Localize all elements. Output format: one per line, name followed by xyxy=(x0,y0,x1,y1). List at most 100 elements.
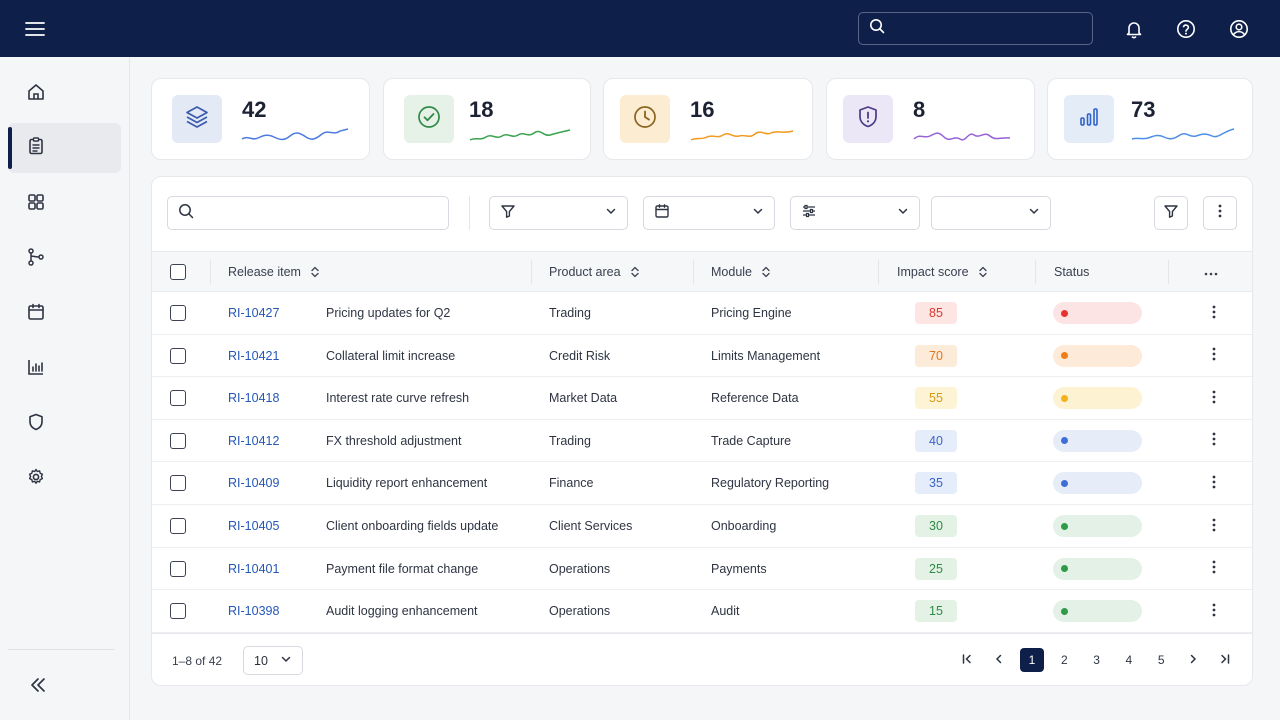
sidebar-item-security[interactable] xyxy=(8,399,121,449)
sidebar-item-releases[interactable] xyxy=(8,123,121,173)
column-options-button[interactable] xyxy=(1204,252,1218,292)
sidebar-item-settings[interactable] xyxy=(8,454,121,504)
release-id-link[interactable]: RI-10398 xyxy=(228,604,280,619)
sidebar-item-dashboard[interactable] xyxy=(8,179,121,229)
table-row[interactable]: RI-10398 Audit logging enhancement Opera… xyxy=(152,590,1252,633)
release-id-link[interactable]: RI-10418 xyxy=(228,391,280,406)
status-pill xyxy=(1053,515,1142,537)
page-button-2[interactable]: 2 xyxy=(1060,653,1068,667)
row-actions-button[interactable] xyxy=(1202,601,1226,623)
row-checkbox[interactable] xyxy=(170,432,186,449)
status-dot xyxy=(1061,437,1068,445)
status-dot xyxy=(1061,394,1068,402)
row-actions-button[interactable] xyxy=(1202,559,1226,581)
table-row[interactable]: RI-10427 Pricing updates for Q2 Trading … xyxy=(152,292,1252,335)
row-select-cell xyxy=(170,420,186,462)
options-dropdown[interactable] xyxy=(790,196,920,230)
row-actions-button[interactable] xyxy=(1202,303,1226,325)
page-size-select[interactable]: 10 xyxy=(243,646,303,675)
page-button-4[interactable]: 4 xyxy=(1125,653,1133,667)
prev-page-button[interactable] xyxy=(987,648,1011,672)
more-vertical-icon xyxy=(1212,347,1216,366)
release-title-cell: Payment file format change xyxy=(326,561,479,576)
sidebar-item-branches[interactable] xyxy=(8,234,121,284)
page-button-5[interactable]: 5 xyxy=(1157,653,1165,667)
row-actions-button[interactable] xyxy=(1202,431,1226,453)
sidebar-item-home[interactable] xyxy=(8,69,121,119)
column-label: Impact score xyxy=(897,265,969,279)
global-search[interactable] xyxy=(858,12,1093,45)
bell-icon[interactable] xyxy=(1121,16,1147,42)
release-id-cell: RI-10418 xyxy=(228,377,279,419)
release-id-link[interactable]: RI-10405 xyxy=(228,519,280,533)
table-header: Release item Product area Module Impact … xyxy=(152,251,1252,292)
row-checkbox[interactable] xyxy=(170,347,186,364)
filter-button[interactable] xyxy=(1154,196,1188,230)
row-actions-button[interactable] xyxy=(1202,388,1226,410)
release-id-link[interactable]: RI-10412 xyxy=(228,433,280,448)
column-header-product-area[interactable]: Product area xyxy=(549,252,640,292)
sort-icon xyxy=(761,266,771,278)
column-header-status[interactable]: Status xyxy=(1054,252,1089,292)
user-circle-icon[interactable] xyxy=(1226,16,1252,42)
next-page-button[interactable] xyxy=(1181,648,1205,672)
table-row[interactable]: RI-10418 Interest rate curve refresh Mar… xyxy=(152,377,1252,420)
table-row[interactable]: RI-10412 FX threshold adjustment Trading… xyxy=(152,420,1252,463)
page-button-3[interactable]: 3 xyxy=(1093,653,1100,667)
table-row[interactable]: RI-10409 Liquidity report enhancement Fi… xyxy=(152,462,1252,505)
status-dropdown[interactable] xyxy=(931,196,1051,230)
page-button-1[interactable]: 1 xyxy=(1020,648,1044,672)
more-options-button[interactable] xyxy=(1203,196,1237,230)
hamburger-menu-icon[interactable] xyxy=(22,16,48,42)
sidebar-item-analytics[interactable] xyxy=(8,344,121,394)
release-id-link[interactable]: RI-10401 xyxy=(228,561,280,576)
release-id-link[interactable]: RI-10409 xyxy=(228,476,280,491)
table-row[interactable]: RI-10401 Payment file format change Oper… xyxy=(152,548,1252,591)
release-id-cell: RI-10398 xyxy=(228,590,279,632)
status-dot xyxy=(1061,522,1068,530)
row-checkbox[interactable] xyxy=(170,560,186,577)
release-id-link[interactable]: RI-10421 xyxy=(228,348,280,363)
filter-dropdown[interactable] xyxy=(489,196,628,230)
chevrons-left-icon[interactable] xyxy=(26,673,50,697)
row-checkbox[interactable] xyxy=(170,475,186,492)
sidebar-item-calendar[interactable] xyxy=(8,289,121,339)
table-search[interactable] xyxy=(167,196,449,230)
row-actions-button[interactable] xyxy=(1202,516,1226,538)
row-checkbox[interactable] xyxy=(170,390,186,407)
row-checkbox[interactable] xyxy=(170,603,186,620)
column-header-impact-score[interactable]: Impact score xyxy=(897,252,988,292)
kpi-tile xyxy=(1064,95,1114,143)
column-header-release-item[interactable]: Release item xyxy=(228,252,320,292)
git-branch-icon xyxy=(26,247,46,272)
column-header-module[interactable]: Module xyxy=(711,252,771,292)
row-actions-button[interactable] xyxy=(1202,473,1226,495)
release-title-cell: Collateral limit increase xyxy=(326,348,456,363)
help-circle-icon[interactable] xyxy=(1173,16,1199,42)
table-row[interactable]: RI-10421 Collateral limit increase Credi… xyxy=(152,335,1252,378)
table-search-input[interactable] xyxy=(202,205,448,221)
row-checkbox[interactable] xyxy=(170,305,186,321)
release-id-cell: RI-10409 xyxy=(228,462,279,504)
product-area-cell: Operations xyxy=(549,604,611,619)
row-select-cell xyxy=(170,590,186,632)
row-checkbox[interactable] xyxy=(170,518,186,534)
row-select-cell xyxy=(170,377,186,419)
row-select-cell xyxy=(170,335,186,377)
release-id-cell: RI-10421 xyxy=(228,335,279,377)
product-area-cell: Trading xyxy=(549,306,591,320)
status-pill xyxy=(1053,557,1142,580)
layers-icon xyxy=(184,104,210,135)
global-search-input[interactable] xyxy=(891,21,1092,36)
home-icon xyxy=(26,82,46,107)
last-page-button[interactable] xyxy=(1213,648,1237,672)
date-dropdown[interactable] xyxy=(643,196,775,230)
status-pill xyxy=(1053,472,1142,495)
toolbar-divider xyxy=(469,196,470,230)
release-id-link[interactable]: RI-10427 xyxy=(228,306,280,320)
first-page-button[interactable] xyxy=(955,648,979,672)
table-row[interactable]: RI-10405 Client onboarding fields update… xyxy=(152,505,1252,548)
select-all-checkbox[interactable] xyxy=(170,264,186,280)
status-pill xyxy=(1053,429,1142,452)
row-actions-button[interactable] xyxy=(1202,346,1226,368)
